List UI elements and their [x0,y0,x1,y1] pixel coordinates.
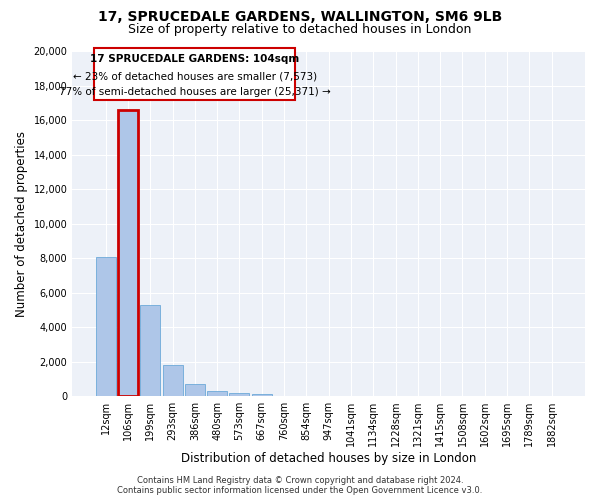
Bar [207,391,227,396]
Y-axis label: Number of detached properties: Number of detached properties [15,131,28,317]
Bar [163,365,182,396]
Text: ← 23% of detached houses are smaller (7,573): ← 23% of detached houses are smaller (7,… [73,72,317,82]
Text: Contains HM Land Registry data © Crown copyright and database right 2024.
Contai: Contains HM Land Registry data © Crown c… [118,476,482,495]
Text: 17, SPRUCEDALE GARDENS, WALLINGTON, SM6 9LB: 17, SPRUCEDALE GARDENS, WALLINGTON, SM6 … [98,10,502,24]
Bar [94,48,295,100]
Bar [95,256,116,396]
Bar [140,305,160,396]
X-axis label: Distribution of detached houses by size in London: Distribution of detached houses by size … [181,452,476,465]
Text: 77% of semi-detached houses are larger (25,371) →: 77% of semi-detached houses are larger (… [59,87,331,97]
Bar [185,384,205,396]
Bar [229,394,250,396]
Bar [252,394,272,396]
Text: Size of property relative to detached houses in London: Size of property relative to detached ho… [128,22,472,36]
Bar [118,110,138,396]
Text: 17 SPRUCEDALE GARDENS: 104sqm: 17 SPRUCEDALE GARDENS: 104sqm [90,54,299,64]
